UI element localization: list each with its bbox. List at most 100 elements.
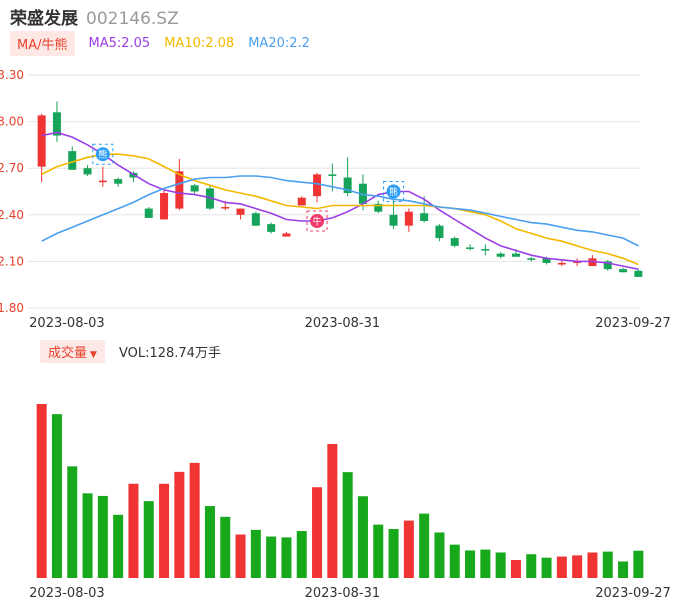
volume-date-tick-label: 2023-08-03 [29, 586, 105, 601]
volume-bar [403, 520, 414, 578]
candle [282, 231, 291, 237]
volume-bar [143, 501, 154, 578]
candle-body [236, 208, 245, 215]
bear-marker: 熊 [383, 181, 405, 202]
candle [68, 146, 77, 170]
candle-body [466, 247, 475, 249]
candle-body [37, 115, 46, 167]
candle [160, 189, 169, 220]
volume-bar [113, 514, 124, 578]
date-tick-label: 2023-09-27 [595, 316, 671, 331]
date-tick-label: 2023-08-03 [29, 316, 105, 331]
candle-body [542, 258, 551, 263]
candle-body [481, 248, 490, 251]
price-tick-label: 3.30 [0, 68, 24, 82]
candle [466, 244, 475, 251]
candle [619, 267, 628, 273]
candle-body [313, 174, 322, 197]
candle [435, 224, 444, 242]
candle-body [420, 213, 429, 222]
volume-toggle-label: 成交量 [48, 345, 88, 361]
candle-body [144, 208, 153, 218]
candle-body [435, 225, 444, 239]
price-tick-label: 2.40 [0, 208, 24, 222]
candle-body [221, 207, 230, 209]
volume-bar [510, 560, 521, 578]
candle [83, 165, 92, 176]
volume-toggle-button[interactable]: 成交量 ▼ [40, 339, 105, 363]
volume-date-tick-label: 2023-09-27 [595, 586, 671, 601]
candle [404, 208, 413, 232]
volume-bar [495, 552, 506, 578]
volume-bar [556, 556, 567, 578]
volume-bar [97, 495, 108, 578]
volume-bar [465, 550, 476, 578]
volume-bar [296, 531, 307, 578]
ma-toggle-button[interactable]: MA/牛熊 [10, 30, 75, 56]
volume-bar [250, 529, 261, 578]
candle-body [251, 213, 260, 226]
volume-bar [633, 550, 644, 578]
ma10-line [41, 153, 639, 266]
price-tick-label: 2.10 [0, 254, 24, 268]
candle [37, 113, 46, 183]
candle-body [190, 185, 199, 192]
marker-label: 熊 [98, 149, 107, 161]
caret-down-icon: ▼ [90, 349, 97, 360]
candle-body [557, 262, 566, 265]
price-tick-label: 1.80 [0, 301, 24, 315]
candle [603, 259, 612, 271]
price-tick-label: 2.70 [0, 161, 24, 175]
volume-bar [434, 532, 445, 578]
candle-body [83, 168, 92, 175]
volume-bar [174, 471, 185, 578]
volume-bar [618, 561, 629, 578]
candle-body [450, 238, 459, 246]
volume-value: VOL:128.74万手 [118, 345, 221, 361]
volume-bar [526, 554, 537, 578]
candle-body [114, 179, 123, 184]
marker-label: 牛 [313, 216, 322, 228]
volume-date-tick-label: 2023-08-31 [305, 586, 381, 601]
volume-bar [342, 472, 353, 578]
candle-body [374, 203, 383, 212]
candle-body [98, 180, 107, 183]
volume-bar [312, 487, 323, 578]
volume-bar [67, 466, 78, 578]
candle [98, 166, 107, 187]
volume-bar [602, 551, 613, 578]
candle-body [267, 224, 276, 232]
candle-body [511, 253, 520, 257]
candle [481, 244, 490, 256]
candle [634, 269, 643, 277]
volume-bar [266, 536, 277, 578]
volume-bar [357, 496, 368, 578]
bear-marker: 熊 [92, 143, 114, 165]
ma-legend: MA/牛熊 MA5:2.05 MA10:2.08 MA20:2.2 [10, 30, 310, 56]
candle [251, 211, 260, 226]
candle-body [282, 233, 291, 237]
candle-body [389, 214, 398, 226]
price-tick-label: 3.00 [0, 115, 24, 129]
candle [236, 208, 245, 220]
candle-body [328, 174, 337, 176]
volume-bar [541, 557, 552, 578]
volume-bar [51, 414, 62, 578]
candle-body [160, 193, 169, 220]
volume-bar [82, 493, 93, 578]
candle [389, 199, 398, 229]
stock-code: 002146.SZ [86, 9, 179, 29]
ma5-line [41, 131, 639, 270]
marker-dot [386, 184, 401, 199]
volume-bar [327, 444, 338, 578]
candle [527, 256, 536, 262]
marker-dot [95, 147, 110, 162]
candle-body [603, 261, 612, 270]
ma20-label: MA20:2.2 [248, 35, 310, 51]
volume-bar [159, 483, 170, 578]
candle-body [634, 270, 643, 277]
date-tick-label: 2023-08-31 [305, 316, 381, 331]
marker-frame [306, 210, 328, 232]
volume-bar [220, 516, 231, 578]
